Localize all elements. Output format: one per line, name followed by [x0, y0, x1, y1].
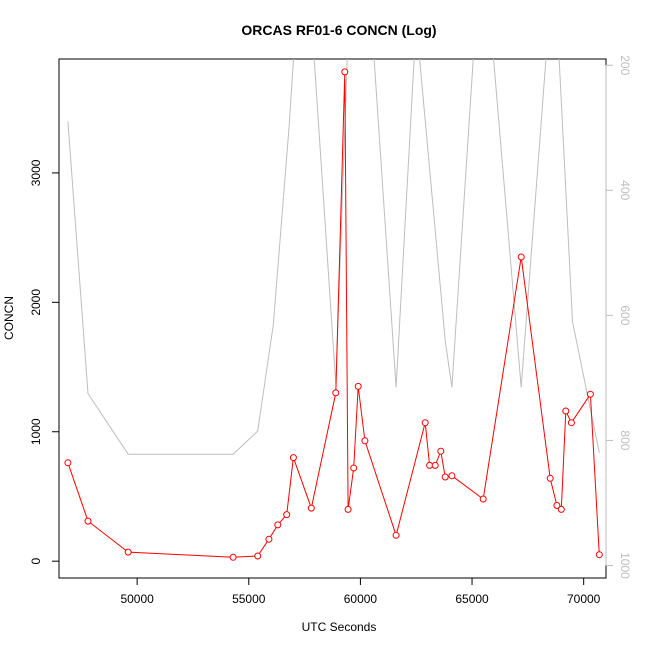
- data-point: [431, 461, 439, 469]
- y2-axis: 200 400 600 800 1000: [605, 55, 632, 579]
- data-point: [421, 419, 429, 427]
- data-point: [341, 68, 349, 76]
- data-point: [361, 437, 369, 445]
- data-point: [254, 552, 262, 560]
- data-point: [392, 531, 400, 539]
- data-point: [274, 521, 282, 529]
- data-point: [124, 548, 132, 556]
- chart-title: ORCAS RF01-6 CONCN (Log): [241, 22, 436, 38]
- y-tick-label: 3000: [29, 159, 43, 186]
- x-tick-label: 65000: [455, 592, 489, 606]
- y-tick-label: 2000: [29, 289, 43, 316]
- y2-tick-label: 200: [618, 55, 632, 75]
- data-point: [283, 511, 291, 519]
- data-point: [84, 517, 92, 525]
- data-point: [344, 505, 352, 513]
- x-axis: 50000 55000 60000 65000 70000: [120, 577, 601, 606]
- x-tick-label: 60000: [344, 592, 378, 606]
- data-point: [479, 495, 487, 503]
- data-point: [265, 535, 273, 543]
- x-axis-label: UTC Seconds: [302, 620, 377, 634]
- data-point: [553, 502, 561, 509]
- data-point: [441, 473, 449, 481]
- y2-tick-label: 800: [618, 430, 632, 450]
- concn-series: [64, 68, 603, 561]
- data-point: [350, 464, 358, 472]
- data-point: [557, 505, 565, 513]
- data-point: [448, 472, 456, 480]
- plot-frame: [58, 58, 607, 579]
- data-point: [332, 389, 340, 397]
- data-point: [437, 447, 445, 455]
- y-axis-label: CONCN: [2, 296, 16, 340]
- y2-tick-label: 600: [618, 305, 632, 325]
- y-axis: 0 1000 2000 3000: [29, 159, 60, 565]
- x-tick-label: 50000: [120, 592, 154, 606]
- data-point: [562, 407, 570, 415]
- y2-tick-label: 1000: [618, 552, 632, 579]
- data-point: [64, 459, 72, 467]
- data-point: [229, 553, 237, 561]
- y-tick-label: 1000: [29, 418, 43, 445]
- right-axis-series: [67, 59, 600, 455]
- data-point: [517, 253, 525, 261]
- y2-tick-label: 400: [618, 180, 632, 200]
- right-series-line: [67, 59, 600, 455]
- data-point: [586, 390, 594, 398]
- data-point: [289, 454, 297, 462]
- data-point: [567, 419, 575, 427]
- data-point: [595, 551, 603, 559]
- data-point: [354, 382, 362, 390]
- data-point: [307, 504, 315, 512]
- x-tick-label: 55000: [232, 592, 266, 606]
- y-tick-label: 0: [29, 558, 43, 565]
- concn-line: [67, 71, 600, 558]
- x-tick-label: 70000: [567, 592, 601, 606]
- data-point: [546, 474, 554, 482]
